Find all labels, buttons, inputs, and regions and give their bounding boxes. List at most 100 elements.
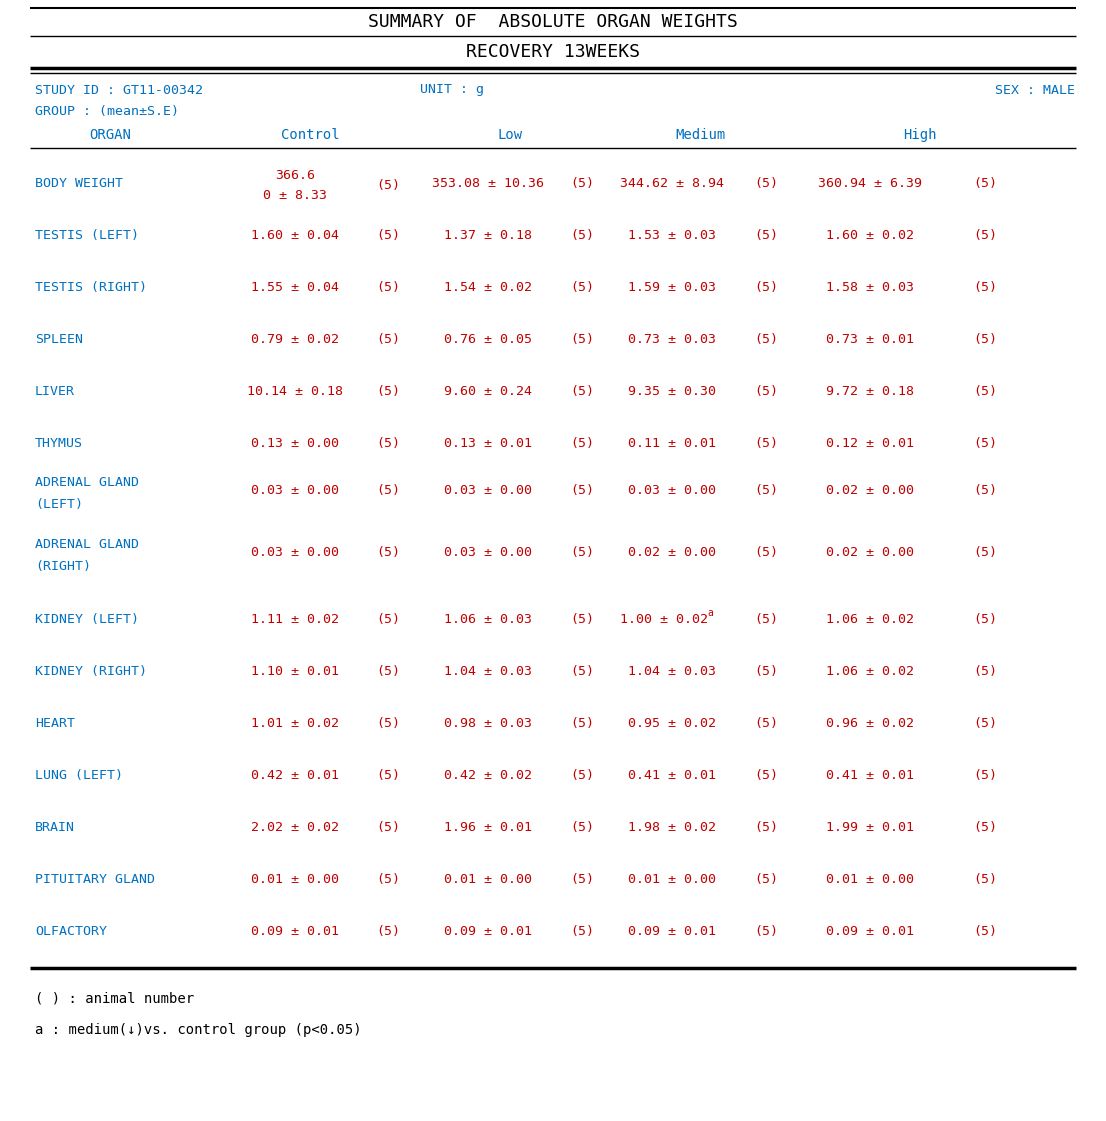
- Text: 10.14 ± 0.18: 10.14 ± 0.18: [247, 385, 343, 398]
- Text: ORGAN: ORGAN: [90, 128, 131, 142]
- Text: a: a: [707, 609, 713, 619]
- Text: (5): (5): [376, 821, 400, 834]
- Text: (5): (5): [754, 769, 778, 782]
- Text: (5): (5): [570, 925, 594, 938]
- Text: KIDNEY (LEFT): KIDNEY (LEFT): [35, 613, 139, 626]
- Text: LUNG (LEFT): LUNG (LEFT): [35, 769, 123, 782]
- Text: 1.00 ± 0.02: 1.00 ± 0.02: [620, 613, 708, 626]
- Text: (5): (5): [754, 484, 778, 497]
- Text: ADRENAL GLAND: ADRENAL GLAND: [35, 476, 139, 489]
- Text: HEART: HEART: [35, 717, 75, 730]
- Text: SPLEEN: SPLEEN: [35, 333, 83, 346]
- Text: 0.09 ± 0.01: 0.09 ± 0.01: [826, 925, 914, 938]
- Text: 0.41 ± 0.01: 0.41 ± 0.01: [826, 769, 914, 782]
- Text: 0.03 ± 0.00: 0.03 ± 0.00: [628, 484, 716, 497]
- Text: (5): (5): [570, 821, 594, 834]
- Text: 0.95 ± 0.02: 0.95 ± 0.02: [628, 717, 716, 730]
- Text: ADRENAL GLAND: ADRENAL GLAND: [35, 538, 139, 552]
- Text: OLFACTORY: OLFACTORY: [35, 925, 107, 938]
- Text: (5): (5): [973, 925, 997, 938]
- Text: RECOVERY 13WEEKS: RECOVERY 13WEEKS: [466, 43, 640, 61]
- Text: Medium: Medium: [675, 128, 726, 142]
- Text: (5): (5): [973, 385, 997, 398]
- Text: (5): (5): [754, 925, 778, 938]
- Text: KIDNEY (RIGHT): KIDNEY (RIGHT): [35, 665, 147, 678]
- Text: (5): (5): [570, 229, 594, 242]
- Text: (5): (5): [376, 179, 400, 192]
- Text: Low: Low: [498, 128, 522, 142]
- Text: (5): (5): [754, 717, 778, 730]
- Text: THYMUS: THYMUS: [35, 437, 83, 450]
- Text: (5): (5): [754, 665, 778, 678]
- Text: (5): (5): [376, 873, 400, 886]
- Text: 1.54 ± 0.02: 1.54 ± 0.02: [444, 281, 532, 294]
- Text: (5): (5): [570, 281, 594, 294]
- Text: 0.73 ± 0.01: 0.73 ± 0.01: [826, 333, 914, 346]
- Text: (5): (5): [570, 437, 594, 450]
- Text: 0 ± 8.33: 0 ± 8.33: [263, 189, 327, 202]
- Text: BODY WEIGHT: BODY WEIGHT: [35, 177, 123, 189]
- Text: 0.73 ± 0.03: 0.73 ± 0.03: [628, 333, 716, 346]
- Text: 1.37 ± 0.18: 1.37 ± 0.18: [444, 229, 532, 242]
- Text: 9.35 ± 0.30: 9.35 ± 0.30: [628, 385, 716, 398]
- Text: BRAIN: BRAIN: [35, 821, 75, 834]
- Text: 1.60 ± 0.02: 1.60 ± 0.02: [826, 229, 914, 242]
- Text: STUDY ID : GT11-00342: STUDY ID : GT11-00342: [35, 83, 204, 96]
- Text: (5): (5): [973, 665, 997, 678]
- Text: 0.02 ± 0.00: 0.02 ± 0.00: [628, 546, 716, 559]
- Text: (5): (5): [376, 484, 400, 497]
- Text: ( ) : animal number: ( ) : animal number: [35, 991, 195, 1006]
- Text: (5): (5): [570, 665, 594, 678]
- Text: SUMMARY OF  ABSOLUTE ORGAN WEIGHTS: SUMMARY OF ABSOLUTE ORGAN WEIGHTS: [368, 13, 738, 31]
- Text: 0.09 ± 0.01: 0.09 ± 0.01: [628, 925, 716, 938]
- Text: 0.03 ± 0.00: 0.03 ± 0.00: [251, 484, 340, 497]
- Text: (5): (5): [376, 437, 400, 450]
- Text: (5): (5): [570, 717, 594, 730]
- Text: (5): (5): [376, 333, 400, 346]
- Text: (5): (5): [754, 546, 778, 559]
- Text: 0.11 ± 0.01: 0.11 ± 0.01: [628, 437, 716, 450]
- Text: (5): (5): [570, 546, 594, 559]
- Text: 1.11 ± 0.02: 1.11 ± 0.02: [251, 613, 340, 626]
- Text: 344.62 ± 8.94: 344.62 ± 8.94: [620, 177, 724, 189]
- Text: (5): (5): [570, 333, 594, 346]
- Text: 0.01 ± 0.00: 0.01 ± 0.00: [251, 873, 340, 886]
- Text: 0.02 ± 0.00: 0.02 ± 0.00: [826, 546, 914, 559]
- Text: 1.53 ± 0.03: 1.53 ± 0.03: [628, 229, 716, 242]
- Text: a : medium(↓)vs. control group (p<0.05): a : medium(↓)vs. control group (p<0.05): [35, 1023, 362, 1037]
- Text: (5): (5): [754, 229, 778, 242]
- Text: (5): (5): [973, 437, 997, 450]
- Text: (5): (5): [570, 873, 594, 886]
- Text: (5): (5): [754, 177, 778, 189]
- Text: 1.06 ± 0.02: 1.06 ± 0.02: [826, 613, 914, 626]
- Text: (5): (5): [754, 333, 778, 346]
- Text: (5): (5): [570, 484, 594, 497]
- Text: 1.96 ± 0.01: 1.96 ± 0.01: [444, 821, 532, 834]
- Text: TESTIS (LEFT): TESTIS (LEFT): [35, 229, 139, 242]
- Text: (RIGHT): (RIGHT): [35, 560, 91, 573]
- Text: (5): (5): [973, 613, 997, 626]
- Text: 0.96 ± 0.02: 0.96 ± 0.02: [826, 717, 914, 730]
- Text: 0.98 ± 0.03: 0.98 ± 0.03: [444, 717, 532, 730]
- Text: 1.06 ± 0.02: 1.06 ± 0.02: [826, 665, 914, 678]
- Text: 0.09 ± 0.01: 0.09 ± 0.01: [251, 925, 340, 938]
- Text: (5): (5): [973, 177, 997, 189]
- Text: 0.79 ± 0.02: 0.79 ± 0.02: [251, 333, 340, 346]
- Text: 0.03 ± 0.00: 0.03 ± 0.00: [444, 484, 532, 497]
- Text: (5): (5): [973, 484, 997, 497]
- Text: 1.06 ± 0.03: 1.06 ± 0.03: [444, 613, 532, 626]
- Text: (5): (5): [376, 546, 400, 559]
- Text: (5): (5): [376, 925, 400, 938]
- Text: 0.03 ± 0.00: 0.03 ± 0.00: [444, 546, 532, 559]
- Text: 0.01 ± 0.00: 0.01 ± 0.00: [826, 873, 914, 886]
- Text: 1.99 ± 0.01: 1.99 ± 0.01: [826, 821, 914, 834]
- Text: 0.13 ± 0.00: 0.13 ± 0.00: [251, 437, 340, 450]
- Text: 1.01 ± 0.02: 1.01 ± 0.02: [251, 717, 340, 730]
- Text: (5): (5): [570, 769, 594, 782]
- Text: 0.03 ± 0.00: 0.03 ± 0.00: [251, 546, 340, 559]
- Text: 9.72 ± 0.18: 9.72 ± 0.18: [826, 385, 914, 398]
- Text: (5): (5): [376, 717, 400, 730]
- Text: (LEFT): (LEFT): [35, 498, 83, 511]
- Text: (5): (5): [570, 177, 594, 189]
- Text: (5): (5): [973, 873, 997, 886]
